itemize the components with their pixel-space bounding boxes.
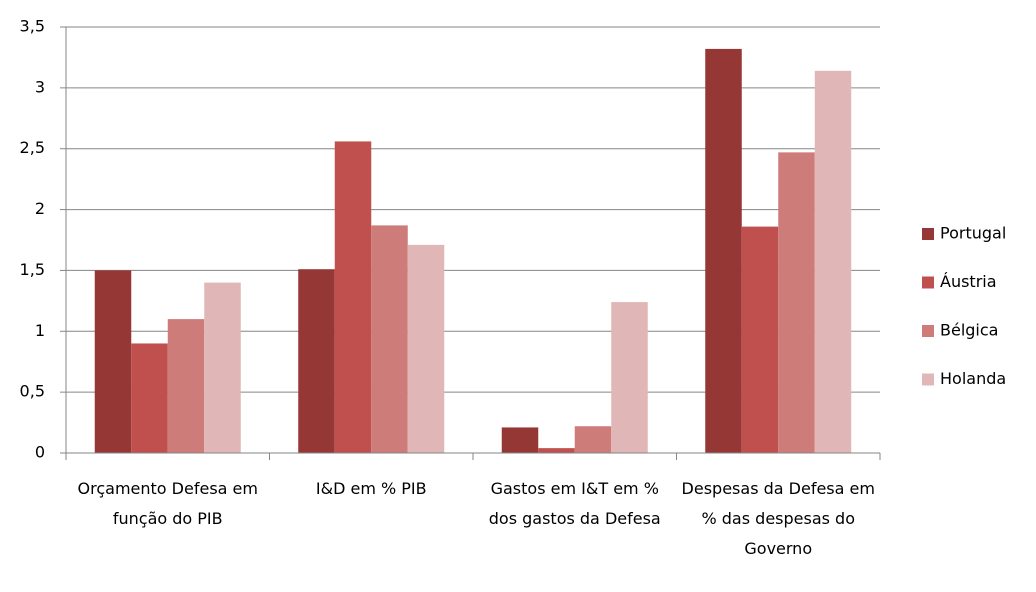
- bar: [131, 343, 168, 453]
- y-tick-label: 3,5: [20, 17, 45, 36]
- bar: [538, 448, 575, 453]
- legend-swatch: [922, 228, 934, 240]
- legend-label: Portugal: [940, 224, 1006, 243]
- bar: [741, 226, 779, 453]
- x-tick-label: Orçamento Defesa em função do PIB: [77, 479, 258, 528]
- legend-swatch: [922, 325, 934, 337]
- bar: [611, 302, 648, 453]
- y-tick-label: 0: [35, 443, 45, 462]
- legend-label: Holanda: [940, 369, 1006, 388]
- y-tick-label: 2,5: [20, 138, 45, 157]
- legend-swatch: [922, 276, 934, 289]
- bar: [298, 269, 335, 453]
- legend-label: Bélgica: [940, 321, 998, 340]
- bar: [574, 426, 612, 453]
- y-tick-label: 3: [35, 77, 45, 96]
- y-tick-label: 1: [35, 321, 45, 340]
- bar: [334, 141, 372, 453]
- bar: [814, 70, 852, 454]
- y-tick-label: 0,5: [20, 382, 45, 401]
- y-tick-label: 2: [35, 199, 45, 218]
- x-tick-label: Despesas da Defesa em % das despesas do …: [681, 479, 875, 558]
- y-tick-label: 1,5: [20, 260, 45, 279]
- x-tick-label: Gastos em I&T em % dos gastos da Defesa: [488, 479, 661, 528]
- bar: [407, 244, 445, 453]
- bar: [501, 427, 539, 453]
- x-tick-label: I&D em % PIB: [315, 479, 427, 498]
- bar: [94, 270, 132, 453]
- bar: [167, 319, 205, 453]
- bar: [778, 152, 815, 453]
- legend-swatch: [922, 373, 934, 386]
- bar: [705, 48, 742, 454]
- legend-label: Áustria: [940, 272, 997, 291]
- bar: [204, 282, 241, 453]
- bar: [371, 225, 408, 453]
